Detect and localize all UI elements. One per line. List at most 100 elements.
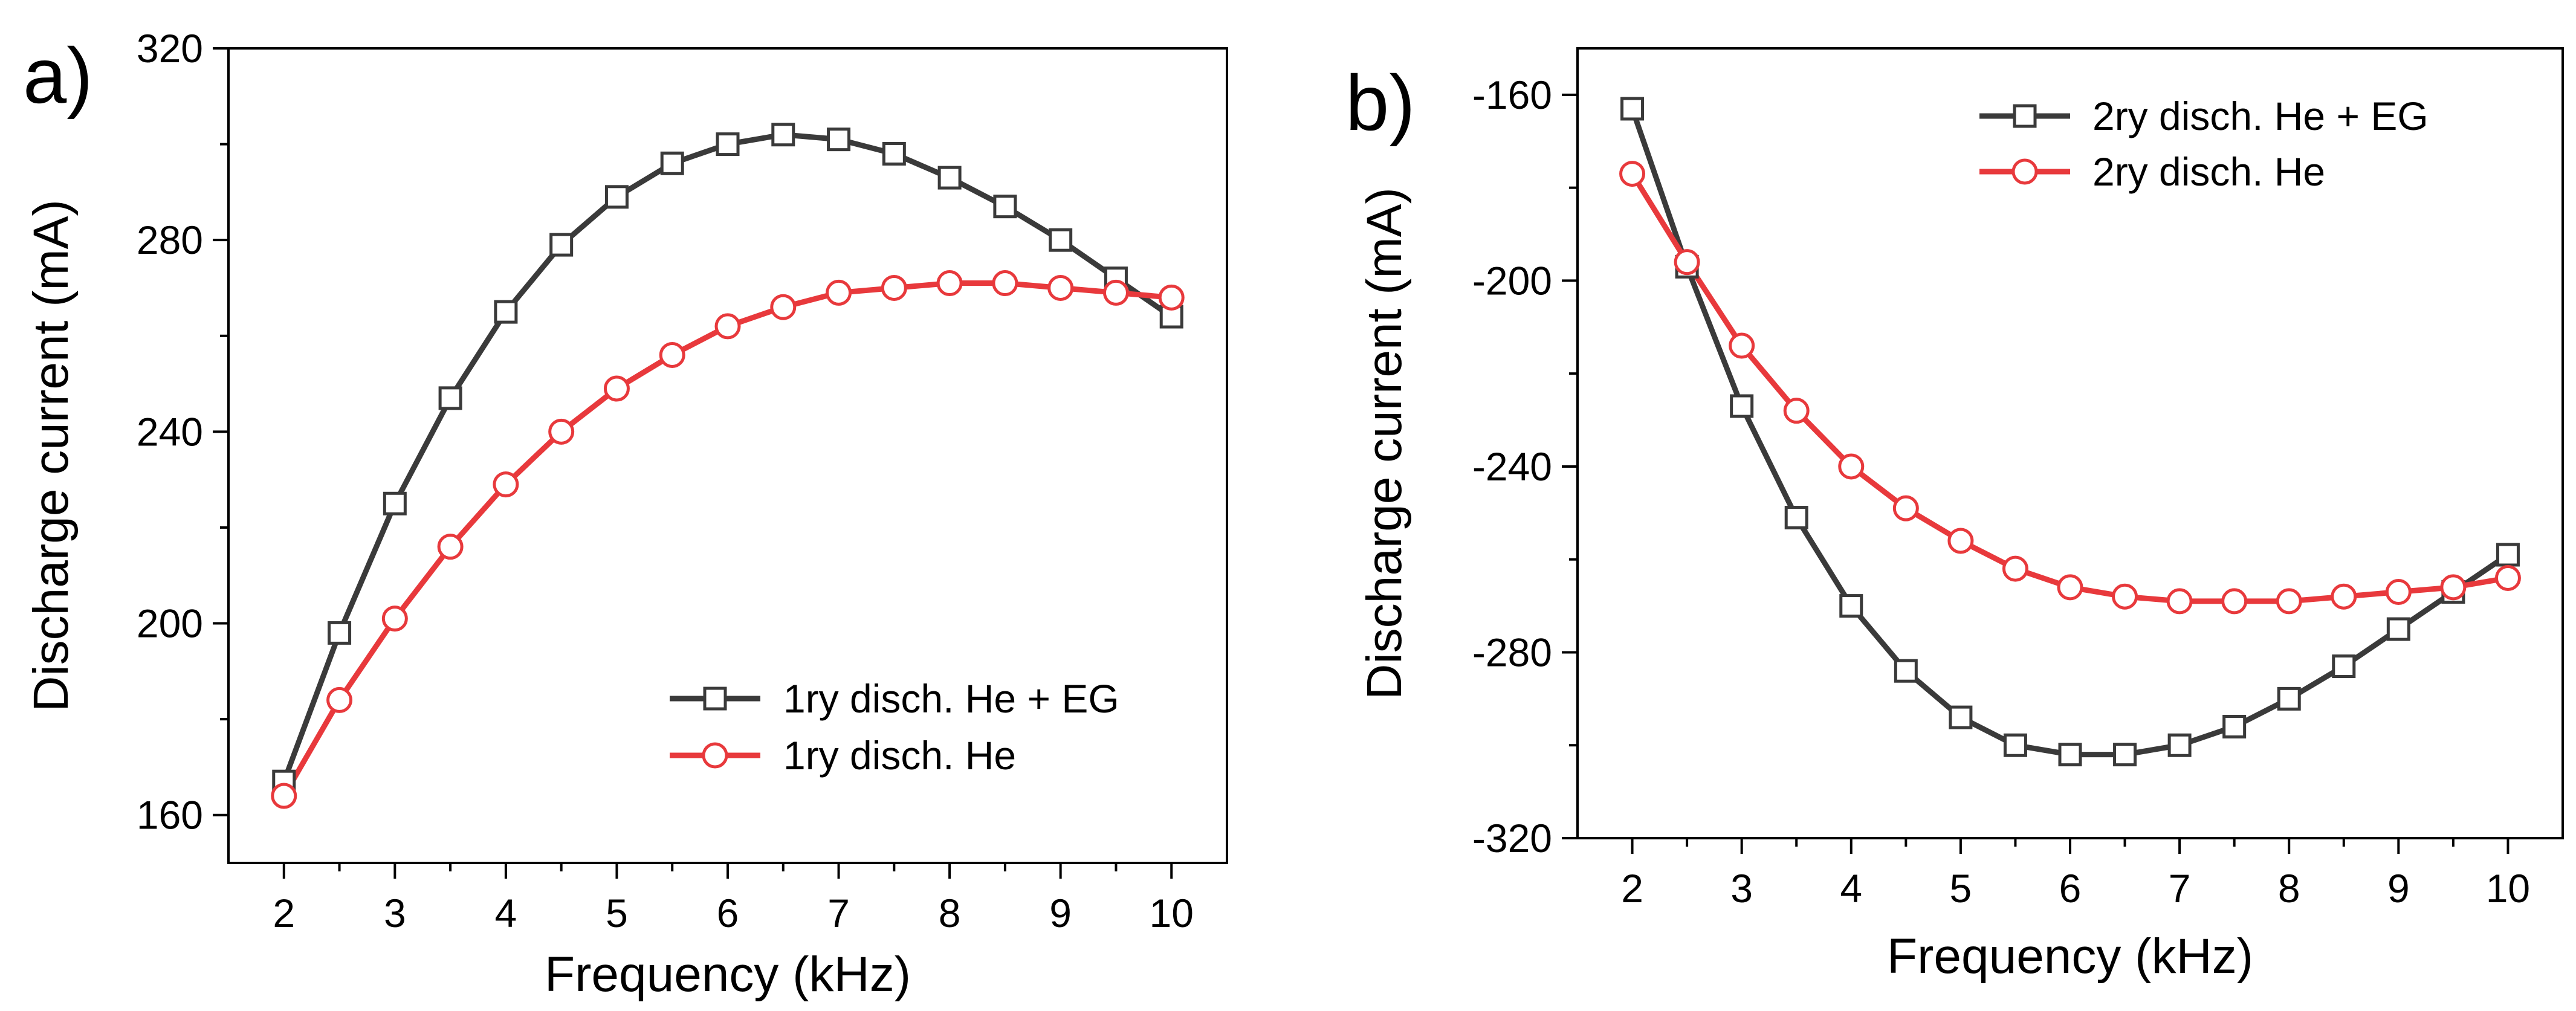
data-point-a-1-12 <box>936 270 963 297</box>
data-point-b-1-0 <box>1619 161 1646 187</box>
data-point-a-0-11 <box>882 141 906 166</box>
data-point-b-0-4 <box>1839 594 1863 618</box>
data-point-b-0-6 <box>1949 705 1973 729</box>
data-point-a-1-2 <box>381 606 408 632</box>
legend-a: 1ry disch. He + EG 1ry disch. He <box>670 676 1119 778</box>
data-point-b-1-12 <box>2276 588 2302 615</box>
data-point-a-1-7 <box>659 341 685 368</box>
x-tick-label-b-7: 9 <box>2387 866 2410 911</box>
data-point-b-1-11 <box>2221 588 2248 615</box>
data-point-b-1-8 <box>2057 574 2083 601</box>
data-point-a-1-1 <box>326 686 353 713</box>
data-point-b-1-14 <box>2385 579 2412 606</box>
x-tick-label-a-1: 3 <box>384 891 406 935</box>
x-axis-title-b: Frequency (kHz) <box>1887 929 2253 984</box>
axis-ticks-b <box>1562 93 2510 854</box>
x-tick-label-a-3: 5 <box>606 891 628 935</box>
data-point-b-1-15 <box>2440 574 2467 601</box>
y-tick-label-b-2: -240 <box>1472 444 1552 489</box>
x-tick-label-b-3: 5 <box>1950 866 1972 911</box>
data-point-a-1-8 <box>714 313 741 340</box>
x-tick-label-a-8: 10 <box>1150 891 1194 935</box>
data-point-b-1-5 <box>1892 495 1919 522</box>
data-point-a-0-14 <box>1049 228 1073 252</box>
data-point-a-1-10 <box>826 279 852 306</box>
y-tick-label-a-2: 240 <box>137 409 203 454</box>
data-point-a-1-5 <box>548 418 575 445</box>
data-point-a-0-9 <box>771 123 795 147</box>
y-tick-label-b-1: -280 <box>1472 630 1552 674</box>
y-tick-label-b-4: -160 <box>1472 73 1552 117</box>
series-line-b-1 <box>1629 172 2509 604</box>
legend-b: 2ry disch. He + EG 2ry disch. He <box>1979 94 2429 194</box>
data-point-b-1-16 <box>2494 564 2521 591</box>
data-point-a-1-4 <box>493 471 519 498</box>
legend-marker-b-1 <box>2011 158 2038 185</box>
y-axis-title-a: Discharge current (mA) <box>24 199 79 712</box>
x-tick-label-b-1: 3 <box>1730 866 1753 911</box>
y-tick-label-b-3: -200 <box>1472 258 1552 303</box>
data-point-b-0-3 <box>1784 506 1808 530</box>
y-tick-label-a-1: 200 <box>137 601 203 646</box>
y-tick-label-a-0: 160 <box>137 793 203 838</box>
series-line-b-0 <box>1629 108 2510 758</box>
plot-frame-b <box>1576 47 2564 839</box>
y-tick-label-a-3: 280 <box>137 218 203 262</box>
data-point-a-1-16 <box>1158 284 1185 311</box>
data-point-b-0-10 <box>2167 733 2192 757</box>
data-point-b-0-9 <box>2113 743 2137 767</box>
data-point-b-1-4 <box>1838 453 1865 480</box>
panel-label-b: b) <box>1345 59 1416 147</box>
data-point-a-1-6 <box>603 375 630 402</box>
legend-label-a-0: 1ry disch. He + EG <box>783 676 1119 721</box>
tick-labels-b: 2 3 4 5 6 7 8 9 10 -320 -280 -240 -200 -160 <box>1472 73 2530 911</box>
legend-marker-b-0 <box>2013 104 2037 128</box>
data-point-b-0-14 <box>2386 617 2410 641</box>
x-tick-label-b-5: 7 <box>2169 866 2191 911</box>
data-point-b-0-12 <box>2277 686 2301 711</box>
x-axis-title-a: Frequency (kHz) <box>545 947 911 1002</box>
x-tick-label-a-0: 2 <box>273 891 295 935</box>
data-point-b-0-2 <box>1730 394 1754 418</box>
series-layer-a <box>271 123 1185 809</box>
data-point-a-1-0 <box>271 783 297 809</box>
series-layer-b <box>1619 97 2521 767</box>
x-tick-label-b-8: 10 <box>2486 866 2530 911</box>
data-point-b-0-5 <box>1894 659 1918 683</box>
panel-label-a: a) <box>23 31 93 120</box>
data-point-a-0-7 <box>660 151 684 175</box>
data-point-b-1-6 <box>1947 528 1974 554</box>
data-point-a-0-2 <box>383 491 407 515</box>
legend-marker-a-0 <box>703 686 727 711</box>
data-point-a-1-13 <box>992 270 1018 297</box>
x-tick-label-a-4: 6 <box>717 891 739 935</box>
x-tick-label-a-5: 7 <box>827 891 850 935</box>
data-point-b-1-7 <box>2002 555 2028 582</box>
x-tick-label-b-0: 2 <box>1621 866 1643 911</box>
data-point-a-1-3 <box>437 534 464 560</box>
legend-label-a-1: 1ry disch. He <box>783 733 1016 778</box>
legend-marker-a-1 <box>702 742 728 769</box>
x-tick-label-a-7: 9 <box>1049 891 1072 935</box>
data-point-b-0-0 <box>1620 97 1645 121</box>
y-tick-label-b-0: -320 <box>1472 816 1552 861</box>
data-point-a-0-5 <box>549 233 574 257</box>
data-point-b-0-13 <box>2332 654 2356 679</box>
axis-ticks-a <box>213 47 1173 879</box>
data-point-b-0-11 <box>2222 714 2247 738</box>
data-point-b-1-13 <box>2331 583 2357 610</box>
data-point-a-1-11 <box>881 274 907 301</box>
x-tick-label-b-4: 6 <box>2059 866 2082 911</box>
data-point-a-0-10 <box>827 128 851 152</box>
data-point-b-0-16 <box>2496 543 2520 567</box>
tick-labels-a: 2 3 4 5 6 7 8 9 10 160 200 240 280 320 <box>137 26 1194 935</box>
legend-label-b-0: 2ry disch. He + EG <box>2092 94 2429 138</box>
chart-panel-a: a) 2 3 4 5 6 7 8 9 10 160 200 240 280 320 1ry disch. … <box>23 26 1228 1002</box>
data-point-b-0-8 <box>2058 743 2082 767</box>
data-point-b-1-1 <box>1674 249 1700 276</box>
y-tick-label-a-4: 320 <box>137 26 203 71</box>
data-point-a-0-12 <box>937 166 962 190</box>
data-point-a-1-15 <box>1102 279 1129 306</box>
data-point-b-1-10 <box>2166 588 2193 615</box>
